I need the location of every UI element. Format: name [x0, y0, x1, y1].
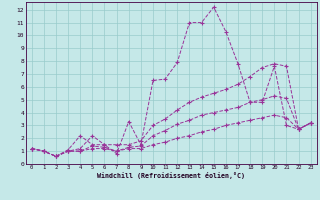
X-axis label: Windchill (Refroidissement éolien,°C): Windchill (Refroidissement éolien,°C) [97, 172, 245, 179]
